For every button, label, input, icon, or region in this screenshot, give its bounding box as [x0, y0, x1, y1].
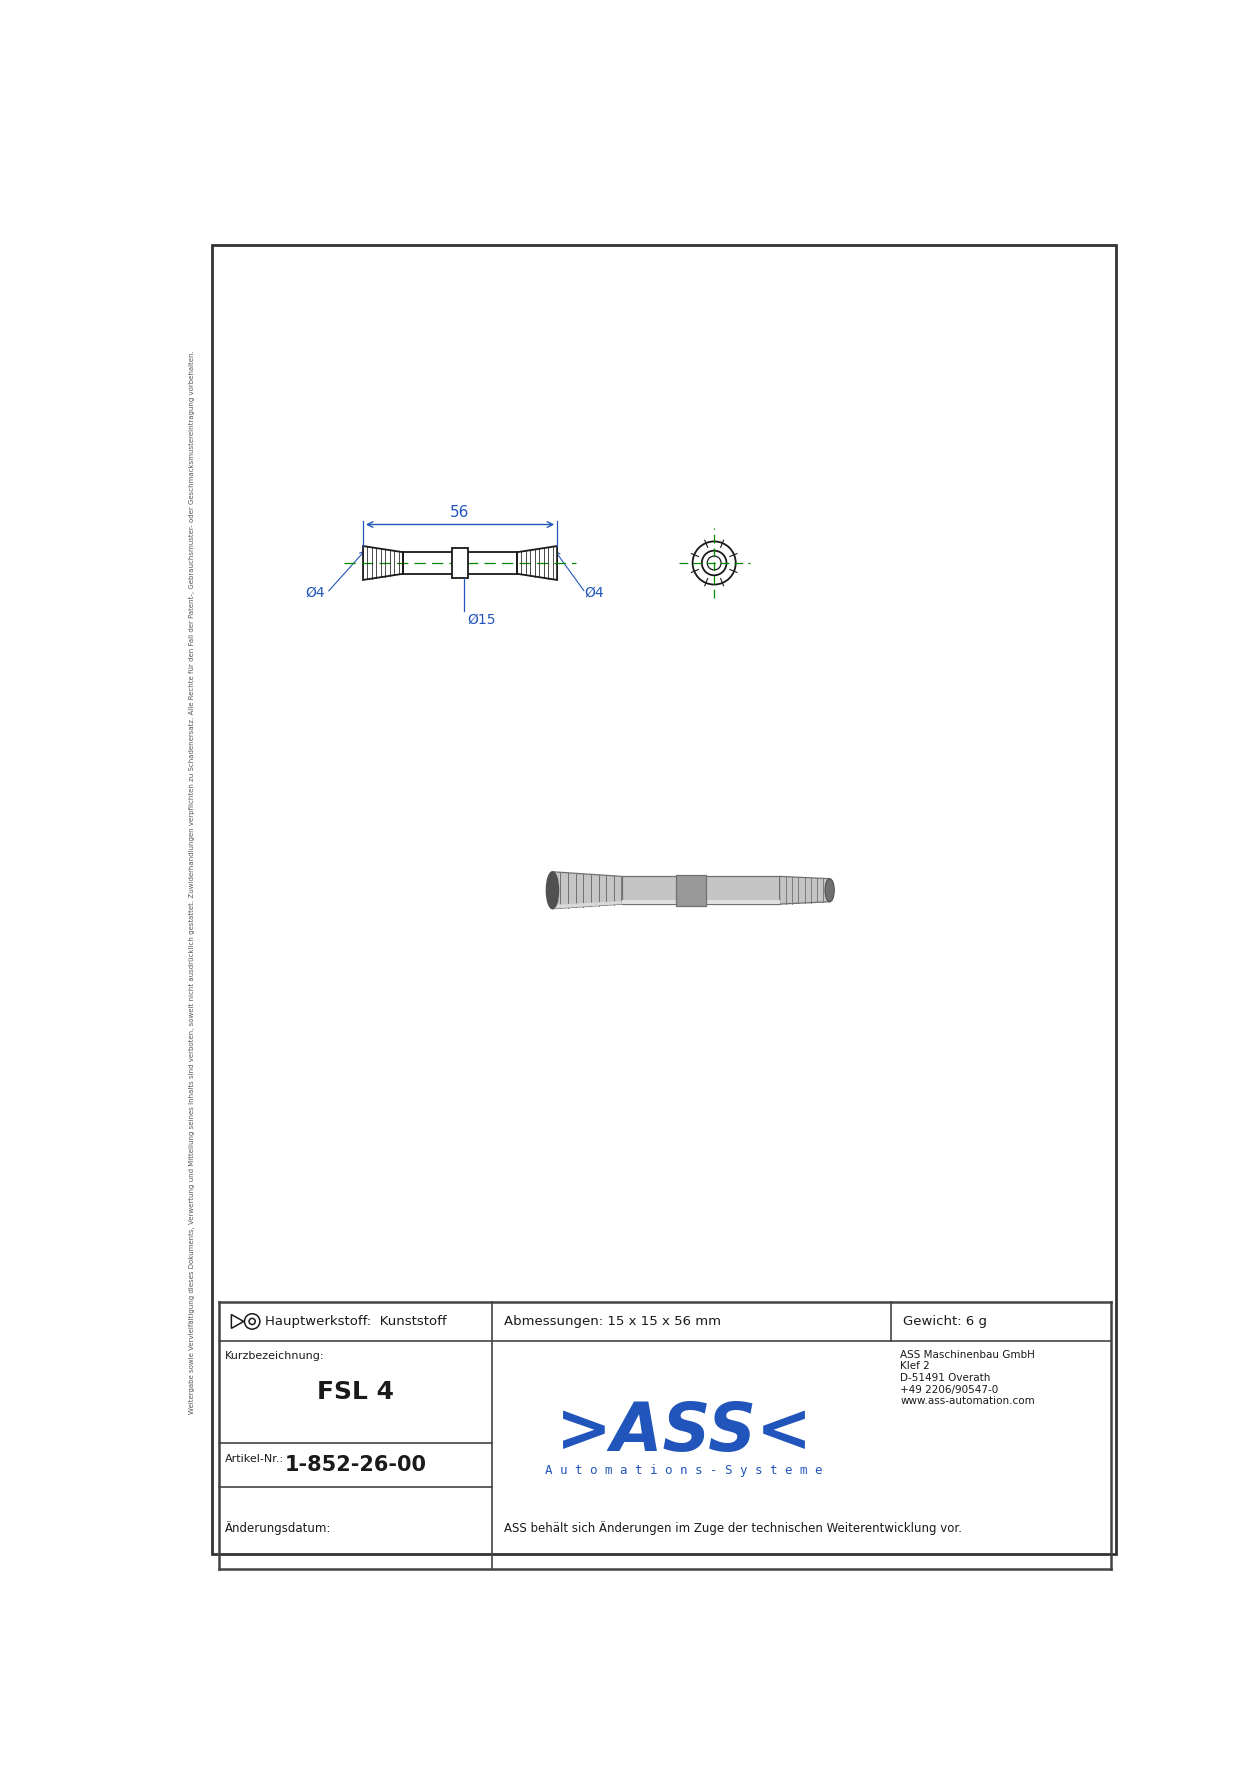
Polygon shape — [779, 877, 829, 904]
Text: Gewicht: 6 g: Gewicht: 6 g — [903, 1315, 987, 1327]
Text: Klef 2: Klef 2 — [901, 1361, 930, 1372]
Text: >ASS<: >ASS< — [555, 1398, 813, 1465]
Ellipse shape — [546, 872, 559, 909]
Polygon shape — [553, 872, 621, 909]
Text: FSL 4: FSL 4 — [317, 1380, 395, 1403]
Text: ASS Maschinenbau GmbH: ASS Maschinenbau GmbH — [901, 1350, 1035, 1359]
Text: 1-852-26-00: 1-852-26-00 — [284, 1455, 427, 1474]
Bar — [621, 900, 779, 904]
Text: Ø15: Ø15 — [467, 613, 495, 627]
Text: Hauptwerkstoff:  Kunststoff: Hauptwerkstoff: Kunststoff — [266, 1315, 447, 1327]
Text: 56: 56 — [450, 505, 470, 519]
Text: A u t o m a t i o n s - S y s t e m e: A u t o m a t i o n s - S y s t e m e — [545, 1464, 823, 1476]
Text: ASS behält sich Änderungen im Zuge der technischen Weiterentwicklung vor.: ASS behält sich Änderungen im Zuge der t… — [504, 1520, 962, 1535]
Bar — [621, 877, 779, 904]
Text: Kurzbezeichnung:: Kurzbezeichnung: — [226, 1352, 325, 1361]
Polygon shape — [517, 546, 558, 579]
Polygon shape — [363, 546, 403, 579]
Text: www.ass-automation.com: www.ass-automation.com — [901, 1396, 1035, 1407]
Text: +49 2206/90547-0: +49 2206/90547-0 — [901, 1384, 999, 1395]
Text: Abmessungen: 15 x 15 x 56 mm: Abmessungen: 15 x 15 x 56 mm — [504, 1315, 720, 1327]
Text: Ø4: Ø4 — [306, 587, 325, 601]
Bar — [675, 875, 707, 905]
Text: Weitergabe sowie Vervielfältigung dieses Dokuments, Verwertung und Mitteilung se: Weitergabe sowie Vervielfältigung dieses… — [189, 351, 195, 1414]
Text: Artikel-Nr.:: Artikel-Nr.: — [226, 1453, 284, 1464]
Text: Ø4: Ø4 — [584, 587, 604, 601]
Ellipse shape — [824, 879, 834, 902]
Polygon shape — [553, 900, 621, 909]
Text: D-51491 Overath: D-51491 Overath — [901, 1373, 991, 1382]
Bar — [452, 548, 467, 578]
Text: Änderungsdatum:: Änderungsdatum: — [226, 1520, 332, 1535]
